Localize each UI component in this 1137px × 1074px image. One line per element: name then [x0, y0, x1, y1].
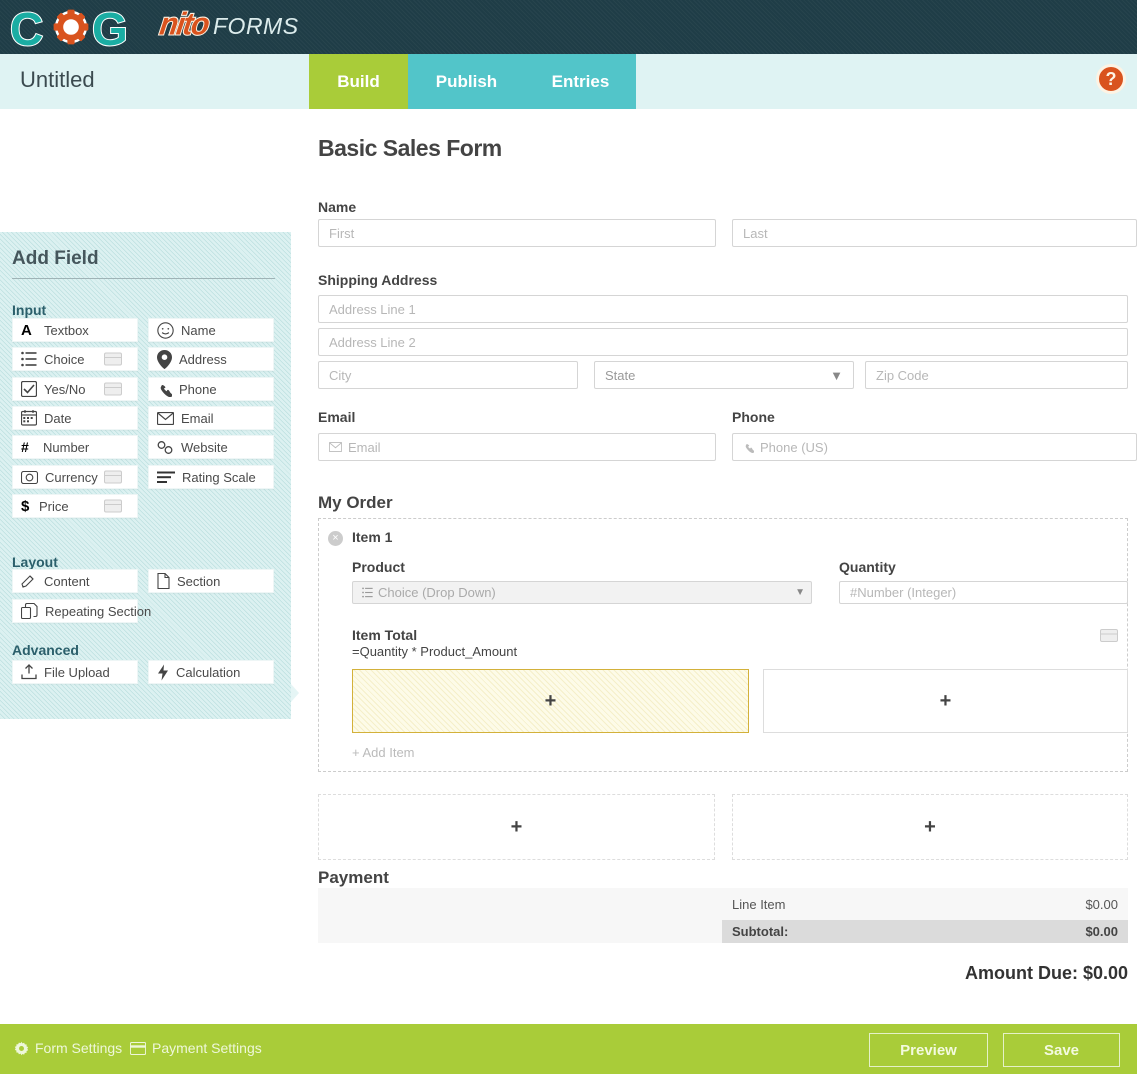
svg-text:$: $	[21, 498, 30, 514]
svg-text:#: #	[21, 439, 29, 455]
svg-text:A: A	[21, 322, 32, 338]
